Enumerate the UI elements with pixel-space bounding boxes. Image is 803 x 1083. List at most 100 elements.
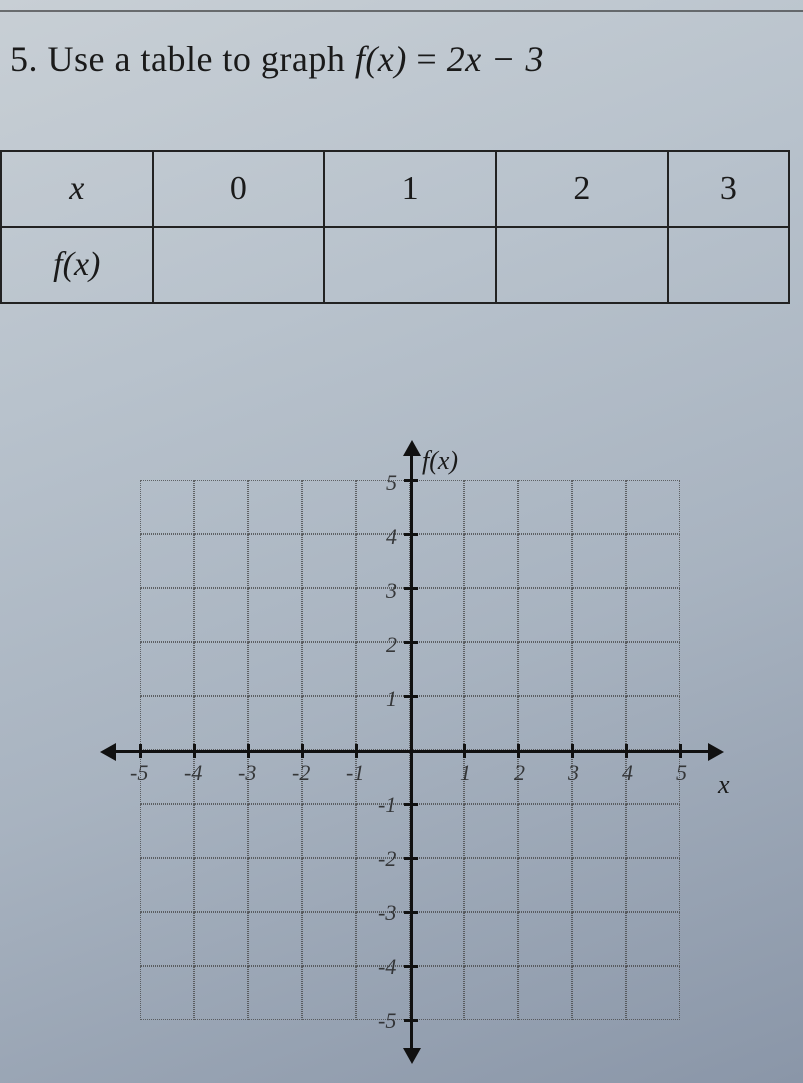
grid-cell <box>464 534 518 588</box>
grid-cell <box>302 588 356 642</box>
grid-cell <box>518 696 572 750</box>
y-tick-n4: -4 <box>378 954 396 980</box>
fx-cell-1 <box>324 227 496 303</box>
grid-cell <box>248 966 302 1020</box>
grid-cell <box>518 858 572 912</box>
x-tick-3: 3 <box>568 760 579 786</box>
x-tick-mark <box>301 744 304 758</box>
grid-cell <box>356 480 410 534</box>
y-tick-1: 1 <box>386 686 397 712</box>
grid-cell <box>410 966 464 1020</box>
grid-cell <box>248 480 302 534</box>
x-tick-5: 5 <box>676 760 687 786</box>
grid-cell <box>572 480 626 534</box>
grid-cell <box>248 642 302 696</box>
grid-cell <box>140 480 194 534</box>
grid-cell <box>248 912 302 966</box>
grid-cell <box>194 588 248 642</box>
grid-cell <box>194 534 248 588</box>
x-tick-n5: -5 <box>130 760 148 786</box>
x-cell-3: 3 <box>668 151 789 227</box>
grid-cell <box>302 642 356 696</box>
y-axis <box>410 450 413 1050</box>
y-tick-mark <box>404 587 418 590</box>
y-tick-n2: -2 <box>378 846 396 872</box>
grid-cell <box>626 480 680 534</box>
grid-cell <box>194 642 248 696</box>
grid-cell <box>518 912 572 966</box>
arrow-down-icon <box>403 1048 421 1064</box>
grid-cell <box>302 966 356 1020</box>
y-tick-2: 2 <box>386 632 397 658</box>
grid-cell <box>140 966 194 1020</box>
grid-cell <box>194 858 248 912</box>
question-number: 5. <box>10 39 38 79</box>
grid-cell <box>626 750 680 804</box>
grid-cell <box>194 804 248 858</box>
grid-cell <box>464 750 518 804</box>
grid-cell <box>518 534 572 588</box>
grid-cell <box>464 858 518 912</box>
grid-cell <box>140 696 194 750</box>
grid-cell <box>410 588 464 642</box>
x-tick-4: 4 <box>622 760 633 786</box>
grid-cell <box>464 642 518 696</box>
arrow-left-icon <box>100 743 116 761</box>
grid-cell <box>626 534 680 588</box>
x-tick-mark <box>193 744 196 758</box>
x-tick-n3: -3 <box>238 760 256 786</box>
grid-cell <box>356 534 410 588</box>
grid-cell <box>626 858 680 912</box>
x-tick-n4: -4 <box>184 760 202 786</box>
grid-cell <box>464 480 518 534</box>
grid-cell <box>518 642 572 696</box>
grid-cell <box>518 480 572 534</box>
y-tick-mark <box>404 965 418 968</box>
grid-cell <box>464 966 518 1020</box>
y-tick-mark <box>404 1019 418 1022</box>
grid-cell <box>248 858 302 912</box>
table-row: x 0 1 2 3 <box>1 151 789 227</box>
grid-cell <box>302 696 356 750</box>
grid-cell <box>518 588 572 642</box>
y-tick-mark <box>404 857 418 860</box>
x-axis-label: x <box>718 770 730 800</box>
grid-cell <box>194 966 248 1020</box>
x-tick-1: 1 <box>460 760 471 786</box>
arrow-right-icon <box>708 743 724 761</box>
question-fx: f(x) <box>355 39 407 79</box>
grid-cell <box>248 588 302 642</box>
grid-cell <box>140 912 194 966</box>
y-tick-mark <box>404 479 418 482</box>
grid-cell <box>410 858 464 912</box>
x-tick-mark <box>625 744 628 758</box>
x-tick-mark <box>517 744 520 758</box>
y-tick-mark <box>404 533 418 536</box>
question-text-prefix: Use a table to graph <box>48 39 355 79</box>
y-tick-3: 3 <box>386 578 397 604</box>
y-tick-n3: -3 <box>378 900 396 926</box>
grid-cell <box>572 750 626 804</box>
grid-cell <box>464 696 518 750</box>
grid-cell <box>572 966 626 1020</box>
x-cell-0: 0 <box>153 151 325 227</box>
value-table: x 0 1 2 3 f(x) <box>0 150 790 304</box>
grid-cell <box>410 912 464 966</box>
y-tick-5: 5 <box>386 470 397 496</box>
fx-cell-3 <box>668 227 789 303</box>
grid-cell <box>140 534 194 588</box>
grid-cell <box>302 912 356 966</box>
top-rule <box>0 10 803 12</box>
grid-cell <box>518 750 572 804</box>
grid-cell <box>302 804 356 858</box>
grid-cell <box>356 588 410 642</box>
y-tick-n5: -5 <box>378 1008 396 1034</box>
grid-cell <box>410 750 464 804</box>
grid-cell <box>572 804 626 858</box>
x-cell-1: 1 <box>324 151 496 227</box>
grid-cell <box>518 966 572 1020</box>
row-header-fx: f(x) <box>1 227 153 303</box>
grid-cell <box>626 804 680 858</box>
grid-cell <box>572 858 626 912</box>
x-cell-2: 2 <box>496 151 668 227</box>
